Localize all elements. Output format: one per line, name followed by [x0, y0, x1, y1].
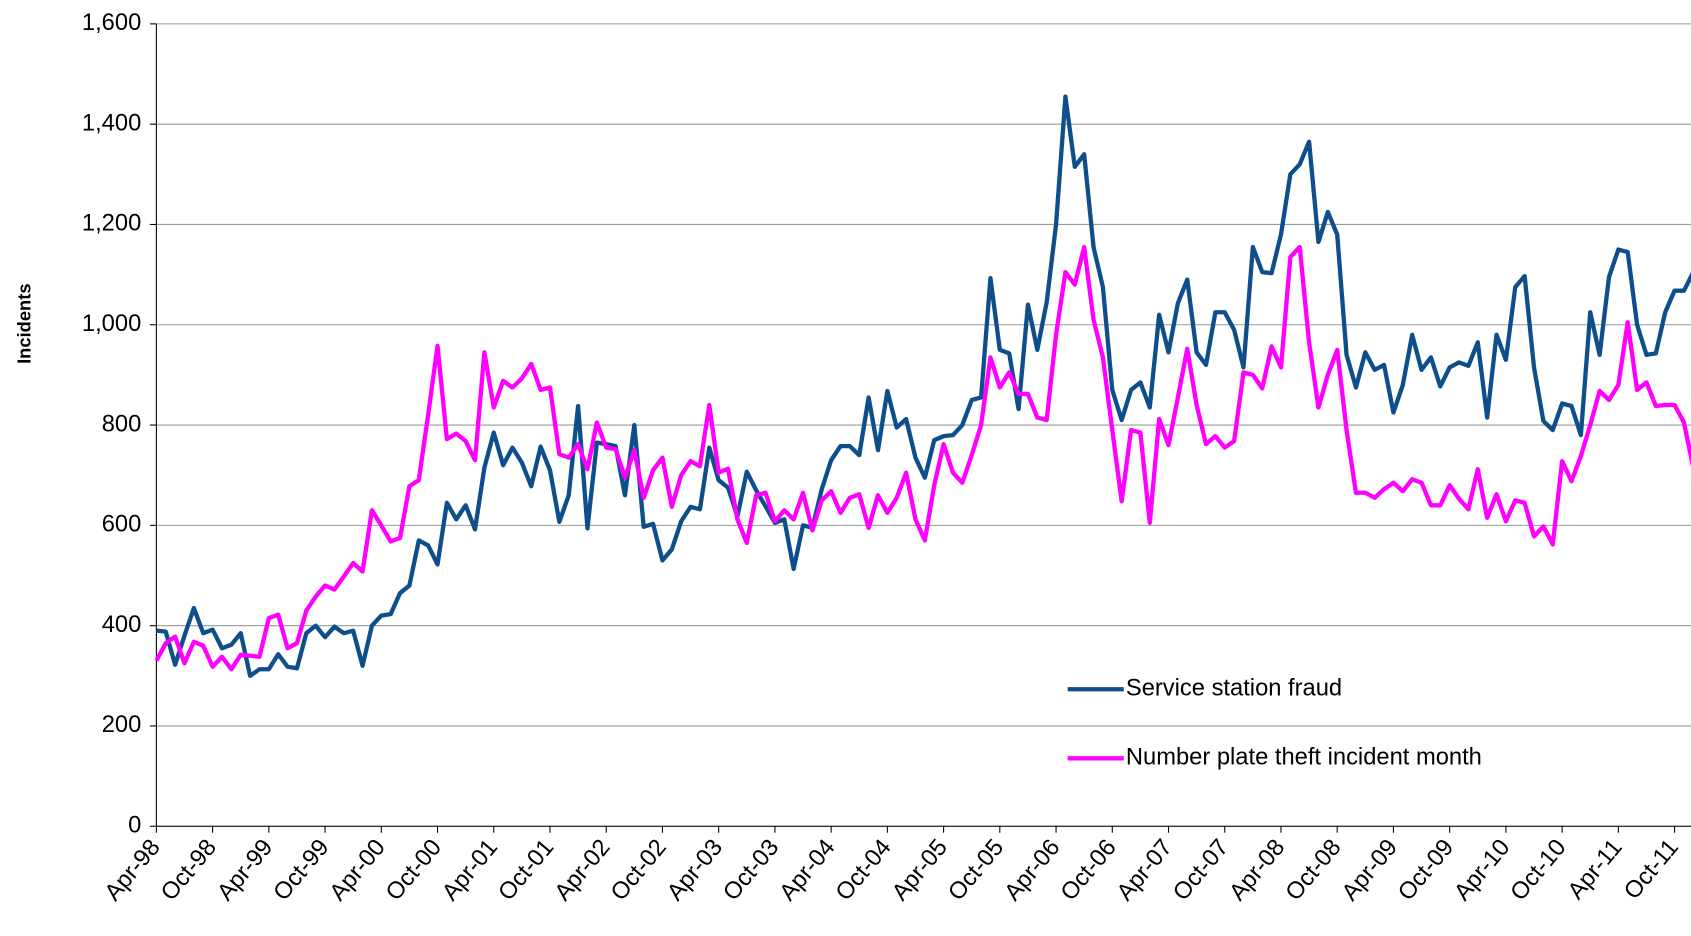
x-tick-label: Apr-10 [1450, 835, 1516, 906]
x-tick-label: Oct-04 [831, 835, 897, 906]
y-tick-label: 1,000 [82, 311, 141, 337]
x-tick-label: Oct-01 [494, 835, 560, 906]
y-tick-label: 1,400 [82, 110, 141, 136]
x-tick-label: Oct-10 [1506, 835, 1572, 906]
x-tick-label: Apr-11 [1563, 835, 1628, 905]
x-tick-label: Oct-06 [1056, 835, 1122, 906]
y-tick-label: 200 [102, 712, 142, 738]
y-tick-label: 400 [102, 612, 142, 638]
line-series [154, 244, 1691, 672]
x-tick-label: Oct-03 [719, 835, 785, 906]
x-tick-label: Oct-11 [1619, 835, 1684, 905]
x-tick-label: Oct-99 [269, 835, 335, 906]
x-tick-label: Oct-05 [944, 835, 1010, 906]
legend-label: Number plate theft incident month [1126, 745, 1482, 771]
x-tick-label: Apr-05 [887, 835, 953, 906]
x-tick-label: Oct-02 [606, 835, 672, 906]
y-tick-label: 600 [102, 512, 142, 538]
x-tick-label: Oct-00 [381, 835, 447, 906]
x-tick-label: Oct-08 [1281, 835, 1347, 906]
x-tick-label: Apr-01 [437, 835, 503, 906]
y-axis-label: Incidents [14, 283, 35, 363]
x-tick-label: Apr-06 [1000, 835, 1066, 906]
x-tick-label: Apr-03 [662, 835, 728, 906]
x-tick-label: Apr-07 [1112, 835, 1178, 906]
x-tick-label: Apr-04 [775, 835, 841, 906]
x-tick-label: Apr-99 [213, 835, 279, 906]
y-tick-label: 800 [102, 411, 142, 437]
x-tick-label: Apr-98 [100, 835, 166, 906]
x-tick-label: Oct-07 [1168, 835, 1234, 906]
x-tick-label: Apr-08 [1225, 835, 1291, 906]
x-tick-label: Apr-09 [1337, 835, 1403, 906]
x-tick-label: Oct-09 [1393, 835, 1459, 906]
x-tick-label: Apr-02 [550, 835, 616, 906]
legend-label: Service station fraud [1126, 676, 1342, 702]
y-tick-label: 1,200 [82, 211, 141, 237]
y-tick-label: 1,600 [82, 10, 141, 36]
line-series [156, 94, 1691, 678]
x-tick-label: Oct-98 [156, 835, 222, 906]
x-tick-label: Apr-00 [325, 835, 391, 906]
y-tick-label: 0 [128, 813, 141, 839]
